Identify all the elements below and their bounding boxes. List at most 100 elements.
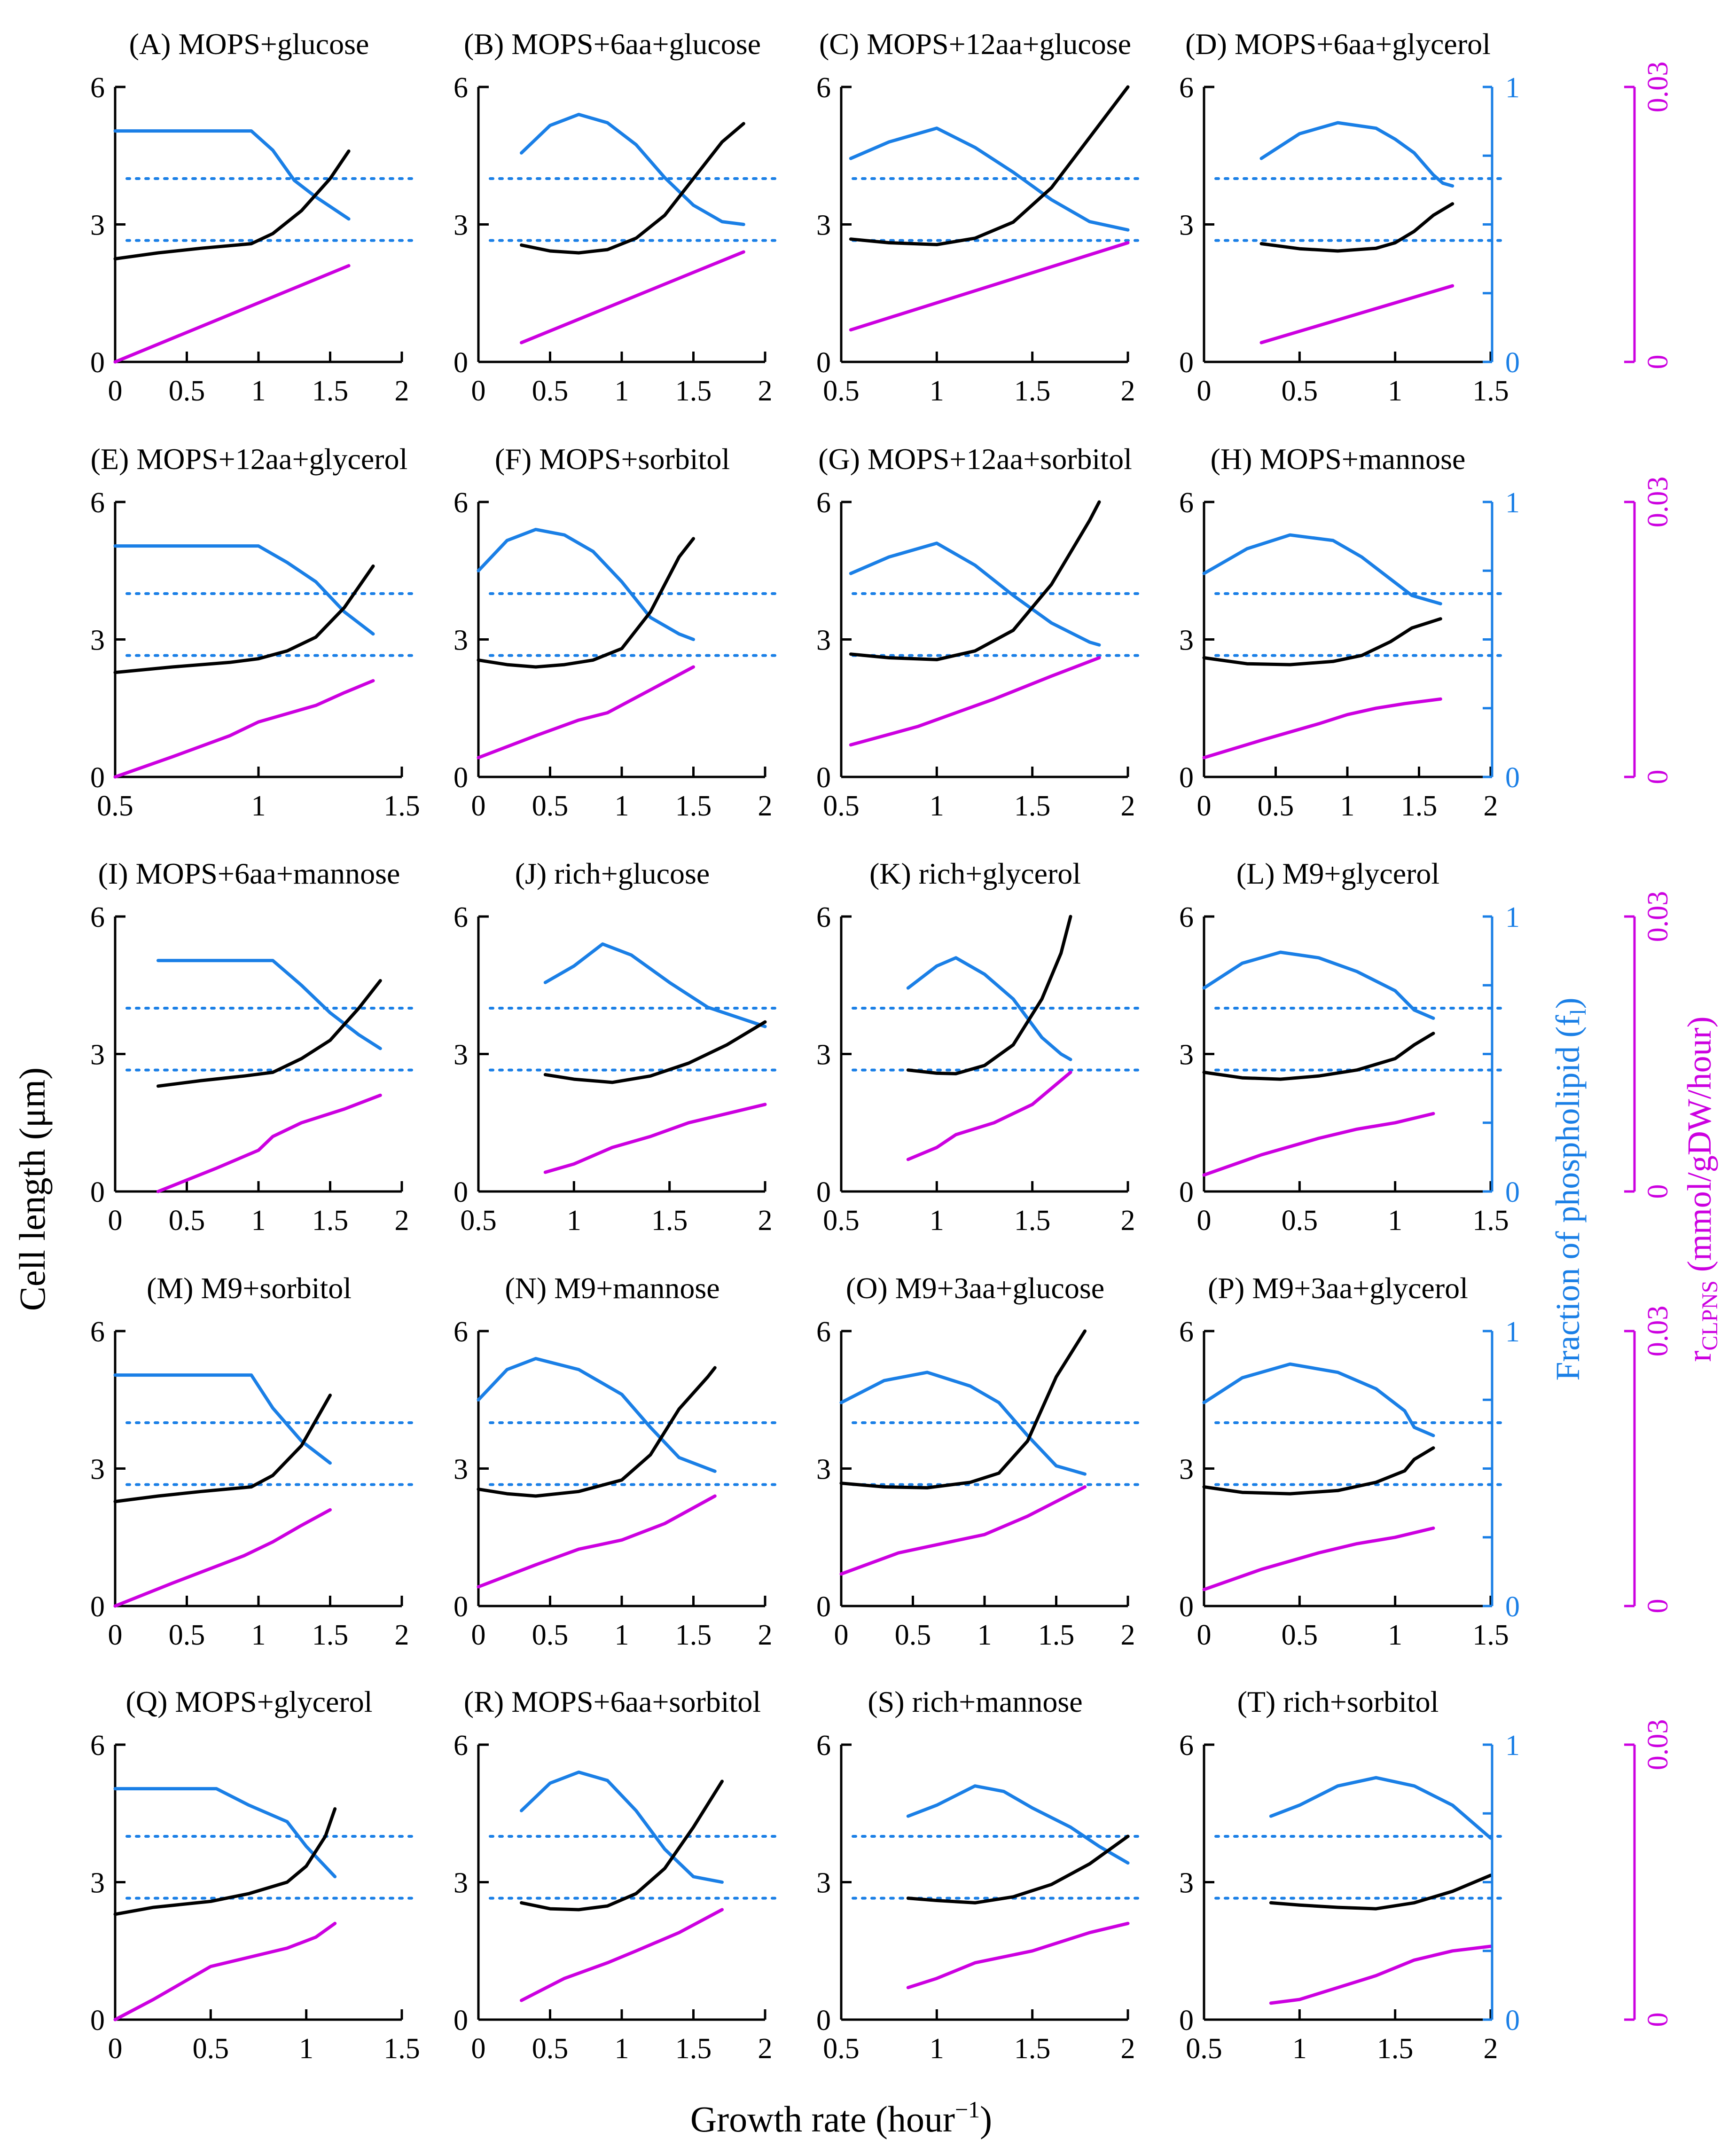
y-tick-label-clpns: 0: [1642, 2013, 1674, 2027]
y-tick-label: 3: [454, 625, 468, 657]
clpns-label-sub: CLPNS: [1697, 1280, 1722, 1350]
panel-17: (R) MOPS+6aa+sorbitol 0 3 6 0 0.5 1 1.5 2: [454, 1685, 781, 2065]
cell-length-line: [849, 500, 1101, 661]
y-tick-label: 0: [454, 1591, 468, 1623]
y-tick-label: 0: [454, 1176, 468, 1208]
phospholipid-line: [839, 1371, 1087, 1476]
y-tick-label: 0: [90, 347, 105, 379]
x-tick-label: 0.5: [1258, 790, 1294, 822]
x-tick-label: 2: [1121, 1619, 1135, 1651]
x-tick-label: 0.5: [895, 1619, 931, 1651]
panel-16: (Q) MOPS+glycerol 0 3 6 0 0.5 1 1.5: [90, 1685, 420, 2065]
panel-5: (F) MOPS+sorbitol 0 3 6 0 0.5 1 1.5 2: [454, 442, 781, 822]
x-tick-label: 1.5: [1014, 1205, 1051, 1237]
y-tick-label: 6: [816, 72, 831, 104]
y-axis-label-cell-length: Cell length (μm): [12, 1067, 53, 1311]
phospholipid-line: [1202, 950, 1435, 1020]
y-tick-label: 3: [816, 1867, 831, 1899]
clpns-line: [520, 250, 745, 345]
panel-title: (H) MOPS+mannose: [1211, 442, 1466, 476]
panel-4: (E) MOPS+12aa+glycerol 0 3 6 0.5 1 1.5: [90, 442, 420, 822]
x-tick-label: 0.5: [1282, 1619, 1318, 1651]
x-tick-label: 1.5: [1377, 2033, 1414, 2065]
panel-title: (E) MOPS+12aa+glycerol: [91, 442, 408, 476]
y-tick-label-phospholipid: 0: [1505, 1176, 1520, 1208]
x-tick-label: 0.5: [169, 375, 205, 407]
y-tick-label: 6: [90, 901, 105, 933]
y-tick-label-phospholipid: 1: [1505, 72, 1520, 104]
y-tick-label: 0: [90, 762, 105, 794]
clpns-line: [1202, 1526, 1435, 1591]
x-tick-label: 0: [471, 2033, 486, 2065]
y-tick-label-clpns: 0: [1642, 355, 1674, 369]
cell-length-line: [849, 85, 1130, 246]
x-tick-label: 1.5: [675, 375, 712, 407]
y-tick-label-phospholipid: 1: [1505, 901, 1520, 933]
y-tick-label-clpns: 0.03: [1642, 891, 1674, 942]
clpns-line: [113, 1921, 337, 2022]
x-tick-label: 0.5: [1282, 1205, 1318, 1237]
x-tick-label: 0: [1197, 1619, 1212, 1651]
panel-title: (T) rich+sorbitol: [1237, 1685, 1439, 1718]
x-tick-label: 1.5: [312, 1619, 349, 1651]
y-tick-label-phospholipid: 1: [1505, 487, 1520, 519]
y-tick-label: 6: [1179, 1730, 1194, 1762]
panel-1: (B) MOPS+6aa+glucose 0 3 6 0 0.5 1 1.5 2: [454, 27, 781, 407]
y-tick-label: 3: [1179, 210, 1194, 242]
panel-6: (G) MOPS+12aa+sorbitol 0 3 6 0.5 1 1.5 2: [816, 442, 1143, 822]
x-tick-label: 2: [395, 1619, 409, 1651]
cell-length-line: [156, 979, 382, 1088]
clpns-line: [906, 1071, 1072, 1161]
x-tick-label: 0.5: [532, 2033, 569, 2065]
x-tick-label: 1: [1388, 375, 1402, 407]
phospholipid-line: [1202, 1362, 1435, 1437]
y-tick-label: 0: [454, 762, 468, 794]
y-tick-label: 3: [1179, 625, 1194, 657]
y-tick-label: 0: [90, 1176, 105, 1208]
x-tick-label: 1: [251, 375, 266, 407]
y-tick-label: 0: [1179, 1176, 1194, 1208]
y-tick-label: 3: [816, 210, 831, 242]
y-tick-label-phospholipid: 0: [1505, 347, 1520, 379]
x-tick-label: 1: [251, 1619, 266, 1651]
panel-10: (K) rich+glycerol 0 3 6 0.5 1 1.5 2: [816, 857, 1143, 1237]
y-tick-label-clpns: 0.03: [1642, 477, 1674, 528]
cell-length-line: [113, 564, 375, 674]
x-tick-label: 0.5: [823, 375, 860, 407]
x-tick-label: 2: [1121, 2033, 1135, 2065]
clpns-line: [849, 241, 1130, 332]
cell-length-line: [113, 149, 351, 261]
panel-9: (J) rich+glucose 0 3 6 0.5 1 1.5 2: [454, 857, 781, 1237]
x-tick-label: 0: [471, 375, 486, 407]
panel-title: (C) MOPS+12aa+glucose: [819, 27, 1131, 61]
x-tick-label: 0.5: [823, 2033, 860, 2065]
y-tick-label: 3: [1179, 1039, 1194, 1071]
x-tick-label: 0: [834, 1619, 849, 1651]
clpns-label-main: r: [1681, 1351, 1718, 1362]
x-tick-label: 1: [615, 2033, 629, 2065]
y-tick-label-phospholipid: 0: [1505, 762, 1520, 794]
x-tick-label: 1: [615, 375, 629, 407]
y-tick-label: 3: [454, 1039, 468, 1071]
x-tick-label: 2: [1121, 375, 1135, 407]
y-tick-label: 6: [816, 1730, 831, 1762]
y-tick-label: 0: [1179, 1591, 1194, 1623]
y-tick-label: 6: [454, 901, 468, 933]
x-tick-label: 0.5: [532, 790, 569, 822]
x-tick-label: 0: [108, 2033, 123, 2065]
x-tick-label: 0: [471, 1619, 486, 1651]
y-tick-label: 0: [816, 762, 831, 794]
panel-title: (P) M9+3aa+glycerol: [1208, 1271, 1468, 1305]
y-tick-label: 6: [454, 1316, 468, 1348]
panel-title: (J) rich+glucose: [515, 857, 710, 890]
phospholipid-line: [477, 528, 695, 641]
y-tick-label-phospholipid: 0: [1505, 2005, 1520, 2037]
panel-title: (I) MOPS+6aa+mannose: [98, 857, 400, 890]
y-tick-label: 6: [454, 1730, 468, 1762]
x-tick-label: 1: [1388, 1619, 1402, 1651]
